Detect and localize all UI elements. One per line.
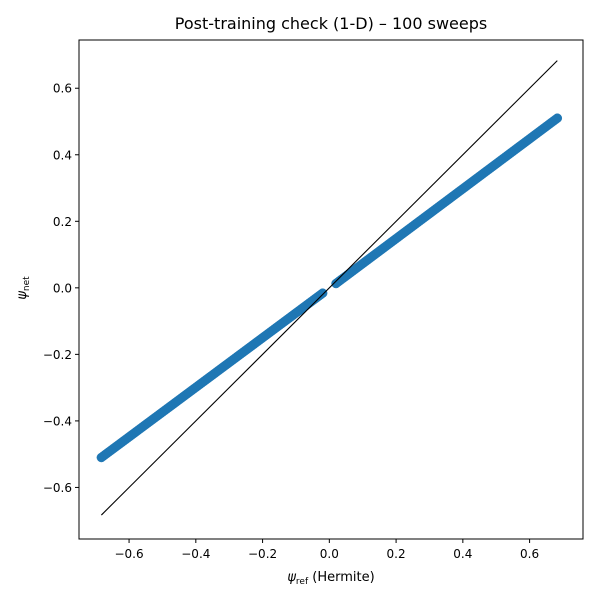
- x-tick-label: 0.6: [520, 547, 539, 561]
- y-tick-label: −0.4: [43, 414, 72, 428]
- reference-line: [100, 60, 558, 516]
- y-tick-label: 0.4: [53, 148, 72, 162]
- y-tick-label: −0.2: [43, 348, 72, 362]
- scatter-series: [96, 113, 563, 463]
- x-tick-label: −0.6: [114, 547, 143, 561]
- x-axis-label-suffix: (Hermite): [308, 570, 375, 585]
- axes: −0.6 −0.4 −0.2 0.0 0.2 0.4 0.6 −0.6 −0.4 −0.2 0.0 0…: [43, 39, 584, 561]
- y-axis-label-symbol: ψ: [15, 291, 30, 300]
- plot-area: [96, 60, 563, 516]
- x-axis-label: ψref (Hermite): [287, 570, 374, 587]
- scatter-point: [317, 288, 328, 298]
- plot-frame: [78, 39, 584, 540]
- x-tick-label: 0.4: [453, 547, 472, 561]
- x-axis-label-subscript: ref: [296, 577, 309, 587]
- y-axis-label-subscript: net: [22, 276, 32, 291]
- y-tick-label: 0.6: [53, 82, 72, 96]
- x-tick-label: −0.4: [181, 547, 210, 561]
- chart-title: Post-training check (1-D) – 100 sweeps: [175, 14, 487, 33]
- y-tick-label: −0.6: [43, 481, 72, 495]
- x-axis-label-symbol: ψ: [287, 570, 296, 585]
- y-tick-label: 0.0: [53, 281, 72, 295]
- x-tick-label: 0.0: [320, 547, 339, 561]
- scatter-point: [552, 113, 563, 123]
- y-axis-label: ψnet: [15, 276, 32, 300]
- x-tick-label: 0.2: [387, 547, 406, 561]
- y-tick-label: 0.2: [53, 215, 72, 229]
- x-tick-label: −0.2: [248, 547, 277, 561]
